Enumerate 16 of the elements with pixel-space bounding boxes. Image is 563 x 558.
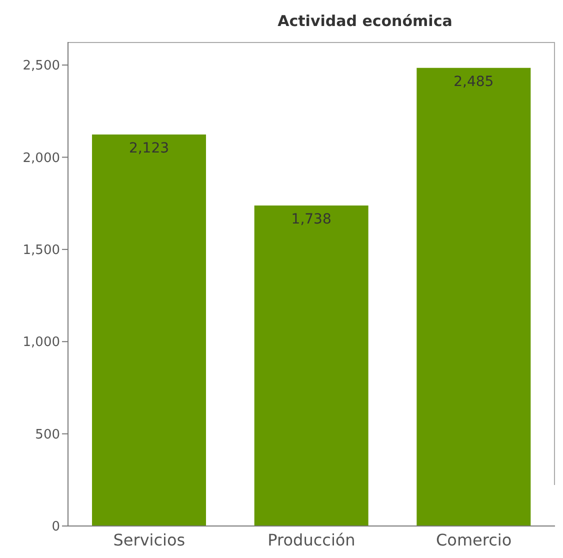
y-tick-label: 2,000: [22, 150, 60, 166]
data-label: 2,123: [128, 140, 170, 157]
y-tick-label: 0: [52, 520, 60, 535]
y-tick-label: 2,500: [22, 58, 60, 74]
chart-title: Actividad económica: [278, 12, 452, 30]
data-label: 2,485: [454, 74, 494, 90]
y-tick-label: 500: [35, 427, 60, 442]
x-tick-label: Comercio: [436, 530, 512, 550]
data-label: 1,738: [291, 212, 332, 228]
x-tick-label: Servicios: [113, 530, 186, 550]
y-tick-label: 1,500: [22, 243, 60, 258]
y-tick-label: 1,000: [22, 335, 60, 350]
bar: [92, 134, 206, 526]
x-tick-label: Producción: [268, 530, 356, 550]
bar: [254, 206, 368, 526]
bar: [416, 68, 531, 526]
